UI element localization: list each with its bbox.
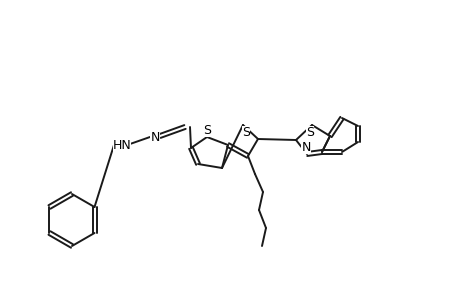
Text: N: N [150, 130, 159, 143]
Text: S: S [305, 125, 313, 139]
Text: HN: HN [112, 139, 131, 152]
Text: S: S [241, 125, 249, 139]
Text: S: S [202, 124, 211, 136]
Text: N: N [301, 140, 310, 154]
